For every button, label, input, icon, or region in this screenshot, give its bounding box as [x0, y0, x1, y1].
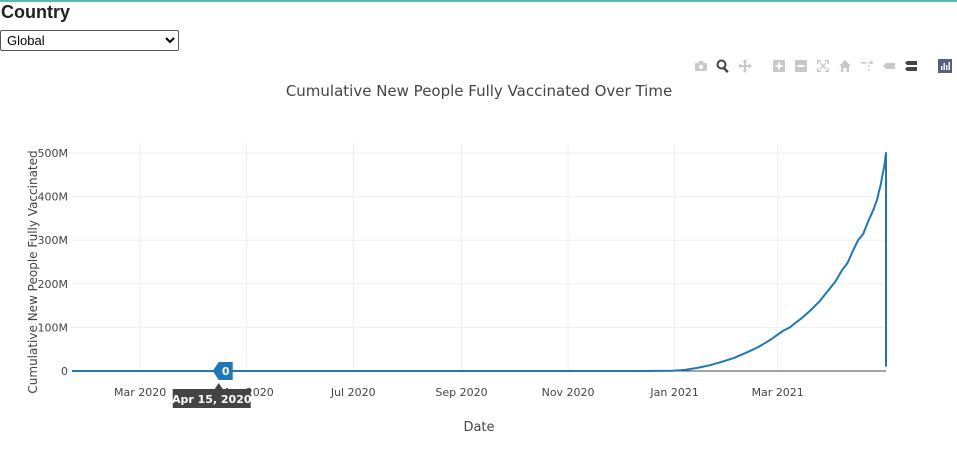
y-axis-label: Cumulative New People Fully Vaccinated — [26, 150, 40, 393]
hover-value-box — [212, 362, 233, 380]
chart-title: Cumulative New People Fully Vaccinated O… — [286, 82, 672, 100]
hover-value-label: 0 — [222, 365, 230, 378]
hover-date-label: Apr 15, 2020 — [172, 393, 252, 406]
y-tick-label: 300M — [38, 234, 69, 247]
modebar — [687, 58, 953, 74]
x-tick-label: Nov 2020 — [542, 386, 595, 399]
spike-lines-icon[interactable] — [859, 58, 875, 74]
pan-icon[interactable] — [737, 58, 753, 74]
country-heading: Country — [1, 2, 70, 22]
plotly-logo-icon[interactable] — [937, 58, 953, 74]
zoom-icon[interactable] — [715, 58, 731, 74]
camera-icon[interactable] — [693, 58, 709, 74]
y-tick-label: 0 — [61, 365, 68, 378]
hover-compare-icon[interactable] — [903, 58, 919, 74]
y-tick-label: 500M — [38, 147, 69, 160]
x-tick-label: Jul 2020 — [330, 386, 376, 399]
y-tick-label: 200M — [38, 278, 69, 291]
y-tick-label: 400M — [38, 191, 69, 204]
x-tick-label: Jan 2021 — [649, 386, 698, 399]
x-tick-label: Sep 2020 — [435, 386, 487, 399]
x-tick-label: Mar 2021 — [752, 386, 804, 399]
x-axis-label: Date — [463, 420, 494, 435]
country-select[interactable]: Global — [0, 30, 179, 51]
reset-axes-icon[interactable] — [837, 58, 853, 74]
top-rule — [0, 0, 957, 2]
zoom-out-icon[interactable] — [793, 58, 809, 74]
zoom-in-icon[interactable] — [771, 58, 787, 74]
hover-date-box — [172, 383, 251, 408]
series-line — [72, 152, 887, 372]
autoscale-icon[interactable] — [815, 58, 831, 74]
y-tick-label: 100M — [38, 321, 69, 334]
hover-closest-icon[interactable] — [881, 58, 897, 74]
x-tick-label: Mar 2020 — [114, 386, 166, 399]
